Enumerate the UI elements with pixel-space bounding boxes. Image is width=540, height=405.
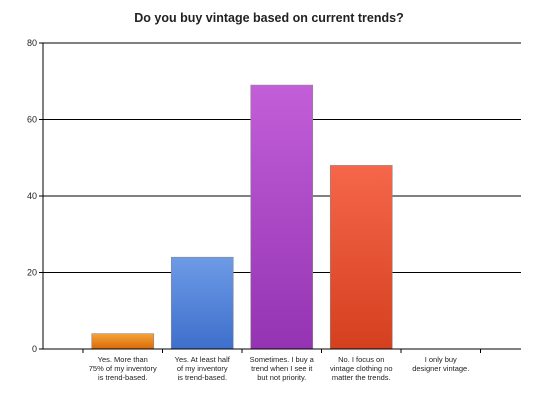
x-tick-label-line: matter the trends.	[332, 373, 391, 382]
x-tick-label: Yes. At least half of my inventory is tren…	[175, 355, 231, 382]
x-tick-label: Yes. More than 75% of my inventory is tren…	[89, 355, 157, 382]
chart-title: Do you buy vintage based on current tren…	[134, 11, 403, 25]
x-tick-label-line: but not priority.	[257, 373, 306, 382]
x-tick-label-line: Yes. At least half	[175, 355, 231, 364]
x-tick-label-line: Sometimes. I buy a	[250, 355, 315, 364]
x-tick-label-line: trend when I see it	[251, 364, 313, 373]
bar	[329, 165, 393, 350]
y-tick-label: 20	[27, 268, 37, 278]
bar	[91, 333, 155, 350]
x-tick-label: No. I focus on vintage clothing no matter …	[330, 355, 393, 382]
y-tick-label: 80	[27, 38, 37, 48]
x-tick-label-line: is trend-based.	[98, 373, 148, 382]
y-tick-label: 40	[27, 191, 37, 201]
bar	[250, 84, 314, 350]
x-tick-label: Sometimes. I buy a trend when I see it but…	[250, 355, 315, 382]
x-tick-label-line: of my inventory	[177, 364, 228, 373]
x-tick-label-line: is trend-based.	[177, 373, 227, 382]
x-tick-label-line: Yes. More than	[98, 355, 148, 364]
x-tick-label-line: I only buy	[425, 355, 457, 364]
x-tick-label-line: vintage clothing no	[330, 364, 393, 373]
x-tick-label-line: 75% of my inventory	[89, 364, 157, 373]
x-tick-label-line: designer vintage.	[412, 364, 469, 373]
y-tick-label: 0	[32, 344, 37, 354]
x-tick-label-line: No. I focus on	[338, 355, 384, 364]
bar	[170, 256, 234, 350]
x-tick-label: I only buy designer vintage.	[412, 355, 469, 373]
y-tick-label: 60	[27, 115, 37, 125]
